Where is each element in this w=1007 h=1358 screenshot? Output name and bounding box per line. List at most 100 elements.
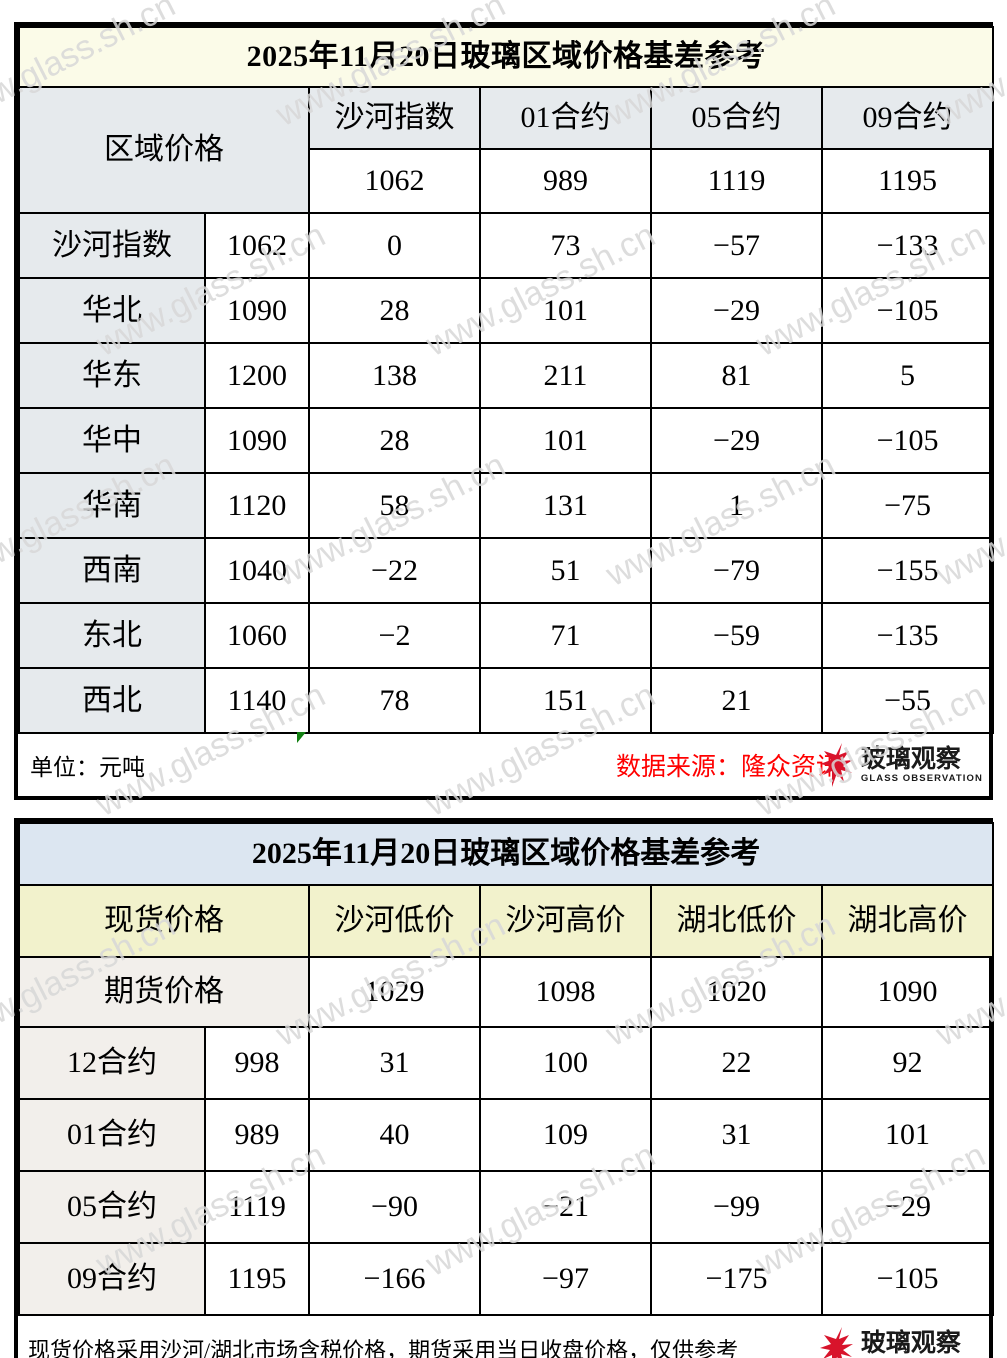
table1-basis-cell-r2-c4: −105 xyxy=(820,277,995,344)
table2-column-header-2: 沙河高价 xyxy=(479,884,652,958)
table2-row-label-2: 01合约 xyxy=(18,1098,206,1172)
table2-basis-cell-r3-c3: −99 xyxy=(650,1170,823,1244)
table1-basis-cell-r4-c3: −29 xyxy=(650,407,823,474)
table1-basis-cell-r7-c1: −2 xyxy=(308,602,481,669)
table2-basis-cell-r3-c4: −29 xyxy=(820,1170,995,1244)
brand-name-cn: 玻璃观察 xyxy=(860,744,961,773)
table2-row-price-4: 1195 xyxy=(204,1242,310,1316)
table2-basis-cell-r2-c2: 109 xyxy=(479,1098,652,1172)
data-source-label: 数据来源：隆众资讯 xyxy=(615,754,841,781)
brand-logo-2: 玻璃观察 GLASS OBSERVATION xyxy=(819,1326,983,1358)
table2-column-header-3: 湖北低价 xyxy=(650,884,823,958)
table1-corner-label: 区域价格 xyxy=(18,86,310,214)
table1-basis-cell-r7-c4: −135 xyxy=(820,602,995,669)
table2-basis-cell-r3-c2: −21 xyxy=(479,1170,652,1244)
table1-basis-cell-r5-c3: 1 xyxy=(650,472,823,539)
table2-basis-cell-r2-c3: 31 xyxy=(650,1098,823,1172)
table2-row-label-1: 12合约 xyxy=(18,1026,206,1100)
table2-row-price-3: 1119 xyxy=(204,1170,310,1244)
table1-column-value-3: 1119 xyxy=(650,148,823,214)
table2-basis-cell-r4-c1: −166 xyxy=(308,1242,481,1316)
table1-row-label-2: 华北 xyxy=(18,277,206,344)
table1-basis-cell-r3-c2: 211 xyxy=(479,342,652,409)
table1-data-row: 沙河指数 1062 0 73 −57 −133 xyxy=(18,212,995,279)
table1-row-price-1: 1062 xyxy=(204,212,310,279)
table1-data-row: 华中 1090 28 101 −29 −105 xyxy=(18,407,995,474)
table1-column-value-row: 1062 989 1119 1195 xyxy=(19,148,995,214)
table2-futures-value-2: 1098 xyxy=(479,956,652,1028)
table1-column-header-4: 09合约 xyxy=(820,86,995,150)
table1-row-label-6: 西南 xyxy=(18,537,206,604)
region-price-basis-table-card: 2025年11月20日玻璃区域价格基差参考 区域价格 沙河指数 01合约 05合约 09合… xyxy=(14,22,995,800)
cell-comment-marker-icon xyxy=(297,732,306,743)
brand-logo-text-2: 玻璃观察 GLASS OBSERVATION xyxy=(860,1328,983,1358)
table2-row-label-3: 05合约 xyxy=(18,1170,206,1244)
table1-data-row: 东北 1060 −2 71 −59 −135 xyxy=(18,602,995,669)
table2-footer: 现货价格采用沙河/湖北市场含税价格，期货采用当日收盘价格，仅供参考 玻璃观察 G… xyxy=(18,1316,989,1358)
table1-basis-cell-r5-c1: 58 xyxy=(308,472,481,539)
table1-row-label-7: 东北 xyxy=(18,602,206,669)
table1-basis-cell-r6-c3: −79 xyxy=(650,537,823,604)
table1-column-value-1: 1062 xyxy=(308,148,481,214)
table2-futures-value-1: 1029 xyxy=(308,956,481,1028)
table1-column-value-4: 1195 xyxy=(820,148,995,214)
table1-basis-cell-r7-c3: −59 xyxy=(650,602,823,669)
table2-row-price-2: 989 xyxy=(204,1098,310,1172)
watermark-text: www.glass.sh.cn xyxy=(0,676,2,825)
table2-data-row: 12合约 998 31 100 22 92 xyxy=(18,1026,995,1100)
table1-basis-cell-r8-c2: 151 xyxy=(479,667,652,734)
table1-basis-cell-r2-c3: −29 xyxy=(650,277,823,344)
table1-footer: 单位：元吨 数据来源：隆众资讯 玻璃观察 GLASS OBSERVATION xyxy=(18,734,989,796)
table1-title-row: 2025年11月20日玻璃区域价格基差参考 xyxy=(17,26,995,88)
table1-basis-cell-r3-c1: 138 xyxy=(308,342,481,409)
table2-header-row: 现货价格 沙河低价 沙河高价 湖北低价 湖北高价 xyxy=(18,884,995,958)
brand-logo-text: 玻璃观察 GLASS OBSERVATION xyxy=(860,744,983,784)
table1-basis-cell-r5-c4: −75 xyxy=(820,472,995,539)
table1-basis-cell-r4-c2: 101 xyxy=(479,407,652,474)
table1-basis-cell-r4-c1: 28 xyxy=(308,407,481,474)
glass-observation-star-icon xyxy=(819,743,853,787)
table1-basis-cell-r5-c2: 131 xyxy=(479,472,652,539)
footnote-label: 现货价格采用沙河/湖北市场含税价格，期货采用当日收盘价格，仅供参考 xyxy=(28,1338,739,1358)
table2-basis-cell-r2-c1: 40 xyxy=(308,1098,481,1172)
table1-row-price-8: 1140 xyxy=(204,667,310,734)
table1-row-label-1: 沙河指数 xyxy=(18,212,206,279)
brand-name-cn: 玻璃观察 xyxy=(860,1328,961,1357)
table2-basis-cell-r2-c4: 101 xyxy=(820,1098,995,1172)
table1-row-label-3: 华东 xyxy=(18,342,206,409)
table1-basis-cell-r8-c3: 21 xyxy=(650,667,823,734)
table2-basis-cell-r1-c3: 22 xyxy=(650,1026,823,1100)
table2-basis-cell-r1-c4: 92 xyxy=(820,1026,995,1100)
table1-basis-cell-r1-c1: 0 xyxy=(308,212,481,279)
table2-data-row: 05合约 1119 −90 −21 −99 −29 xyxy=(18,1170,995,1244)
table1-row-label-4: 华中 xyxy=(18,407,206,474)
table2-title-row: 2025年11月20日玻璃区域价格基差参考 xyxy=(17,822,995,886)
table1-basis-cell-r3-c3: 81 xyxy=(650,342,823,409)
table1-row-label-5: 华南 xyxy=(18,472,206,539)
table1-data-row: 西北 1140 78 151 21 −55 xyxy=(18,667,995,734)
table1-row-price-4: 1090 xyxy=(204,407,310,474)
table1-basis-cell-r6-c1: −22 xyxy=(308,537,481,604)
table1-title: 2025年11月20日玻璃区域价格基差参考 xyxy=(17,26,995,88)
table2-futures-value-3: 1020 xyxy=(650,956,823,1028)
unit-label: 单位：元吨 xyxy=(30,755,145,780)
table1-column-header-2: 01合约 xyxy=(479,86,652,150)
spot-futures-basis-table-card: 2025年11月20日玻璃区域价格基差参考 现货价格 沙河低价 沙河高价 湖北低价 湖北高… xyxy=(14,818,995,1358)
table2-basis-cell-r4-c4: −105 xyxy=(820,1242,995,1316)
table1-basis-cell-r3-c4: 5 xyxy=(820,342,995,409)
table1-basis-cell-r1-c2: 73 xyxy=(479,212,652,279)
table1-basis-cell-r4-c4: −105 xyxy=(820,407,995,474)
table1-basis-cell-r1-c3: −57 xyxy=(650,212,823,279)
table2-futures-label: 期货价格 xyxy=(18,956,310,1028)
table1-row-price-3: 1200 xyxy=(204,342,310,409)
watermark-text: www.glass.sh.cn xyxy=(0,216,2,365)
watermark-text: www.glass.sh.cn xyxy=(0,1136,2,1285)
table2-futures-value-4: 1090 xyxy=(820,956,995,1028)
table2-basis-cell-r4-c3: −175 xyxy=(650,1242,823,1316)
table2-column-header-1: 沙河低价 xyxy=(308,884,481,958)
table1-basis-cell-r7-c2: 71 xyxy=(479,602,652,669)
spot-futures-basis-table: 2025年11月20日玻璃区域价格基差参考 现货价格 沙河低价 沙河高价 湖北低价 湖北高… xyxy=(17,822,995,1316)
table1-data-row: 西南 1040 −22 51 −79 −155 xyxy=(18,537,995,604)
table1-basis-cell-r8-c1: 78 xyxy=(308,667,481,734)
